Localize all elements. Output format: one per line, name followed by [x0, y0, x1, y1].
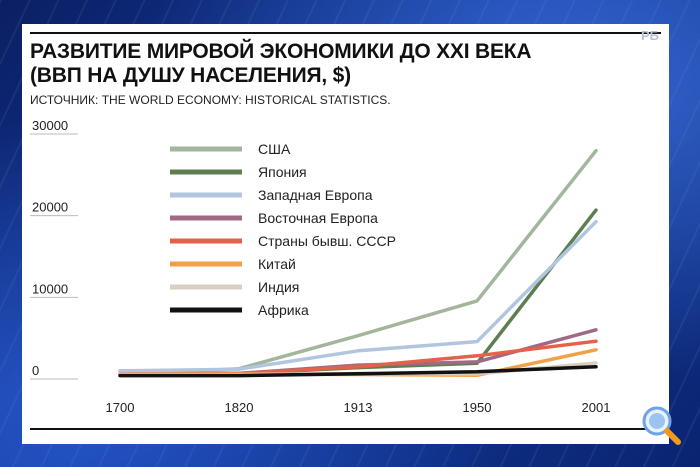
x-tick-label: 1950: [463, 400, 492, 415]
legend-label: США: [258, 141, 291, 157]
chart-source: ИСТОЧНИК: THE WORLD ECONOMY: HISTORICAL …: [30, 93, 391, 107]
magnifier-icon: [642, 406, 681, 445]
legend-label: Западная Европа: [258, 187, 373, 203]
chart-title-line1: РАЗВИТИЕ МИРОВОЙ ЭКОНОМИКИ ДО XXI ВЕКА: [30, 40, 532, 63]
line-chart: 0 10000 20000 30000 1700 1820 1913 1950 2001 США Я…: [30, 118, 611, 415]
y-tick-label: 0: [32, 363, 39, 378]
legend-label: Китай: [258, 256, 296, 272]
watermark-logo: РБ: [640, 28, 659, 43]
y-tick-label: 20000: [32, 200, 68, 215]
x-tick-label: 1700: [106, 400, 135, 415]
x-tick-label: 2001: [582, 400, 611, 415]
legend-label: Африка: [258, 302, 309, 318]
legend-label: Япония: [258, 164, 307, 180]
legend-label: Индия: [258, 279, 299, 295]
top-rule: [30, 32, 661, 34]
y-tick-label: 30000: [32, 118, 68, 133]
series-line: [118, 219, 598, 373]
chart-title: РАЗВИТИЕ МИРОВОЙ ЭКОНОМИКИ ДО XXI ВЕКА (…: [30, 40, 630, 88]
x-tick-label: 1820: [225, 400, 254, 415]
chart-title-line2: (ВВП НА ДУШУ НАСЕЛЕНИЯ, $): [30, 64, 351, 87]
x-tick-label: 1913: [344, 400, 373, 415]
legend-label: Страны бывш. СССР: [258, 233, 396, 249]
y-tick-label: 10000: [32, 281, 68, 296]
legend-label: Восточная Европа: [258, 210, 378, 226]
series-line: [118, 365, 598, 378]
bottom-rule: [30, 428, 661, 430]
chart-card: РАЗВИТИЕ МИРОВОЙ ЭКОНОМИКИ ДО XXI ВЕКА (…: [22, 24, 669, 444]
